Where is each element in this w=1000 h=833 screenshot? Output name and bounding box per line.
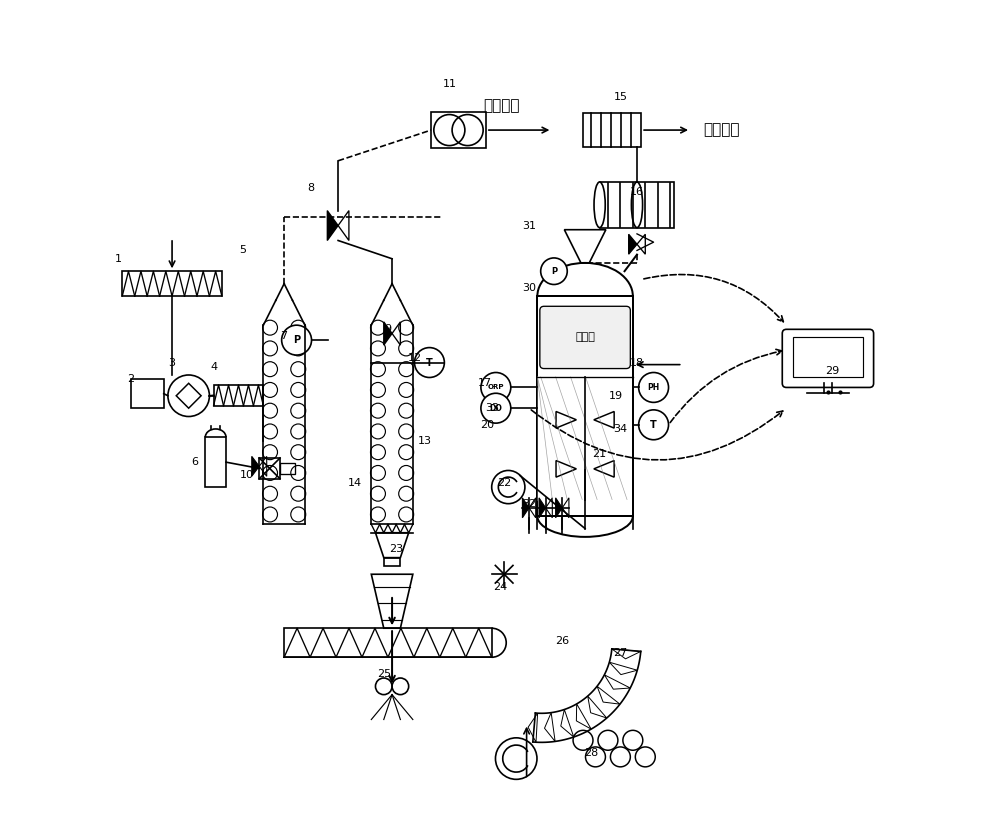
Polygon shape: [556, 498, 562, 518]
Text: 31: 31: [522, 221, 536, 231]
Text: 30: 30: [522, 283, 536, 293]
Bar: [205, 437, 226, 487]
Text: 19: 19: [609, 391, 623, 401]
Text: P: P: [293, 335, 300, 345]
Text: 10: 10: [240, 470, 254, 480]
Circle shape: [481, 393, 511, 423]
Text: 21: 21: [593, 449, 607, 459]
Text: 14: 14: [348, 478, 362, 488]
Polygon shape: [522, 498, 529, 518]
Text: PH: PH: [647, 383, 660, 392]
Circle shape: [639, 410, 669, 440]
Ellipse shape: [594, 182, 605, 227]
Text: 32: 32: [522, 499, 536, 509]
Text: 18: 18: [630, 357, 644, 367]
Text: 5: 5: [239, 246, 246, 256]
Bar: [431, 112, 486, 148]
Text: T: T: [426, 357, 433, 367]
Polygon shape: [629, 234, 637, 254]
Text: P: P: [551, 267, 557, 276]
FancyBboxPatch shape: [540, 307, 630, 368]
Text: 9: 9: [384, 324, 391, 334]
Text: 16: 16: [630, 187, 644, 197]
Bar: [600, 182, 674, 227]
Bar: [284, 628, 492, 657]
Text: 余热回收: 余热回收: [483, 97, 520, 112]
Text: 20: 20: [480, 420, 495, 430]
Polygon shape: [327, 211, 338, 241]
Text: 24: 24: [493, 581, 507, 591]
Text: 3: 3: [169, 357, 176, 367]
Text: 1: 1: [115, 254, 122, 264]
Circle shape: [541, 258, 567, 285]
Text: 7: 7: [281, 331, 288, 341]
Text: 26: 26: [555, 636, 569, 646]
Circle shape: [639, 372, 669, 402]
Bar: [384, 557, 400, 566]
Bar: [131, 379, 164, 408]
Bar: [793, 337, 863, 377]
Text: ORP: ORP: [488, 385, 504, 391]
Bar: [537, 296, 633, 516]
Text: 合格排放: 合格排放: [703, 122, 740, 137]
Text: 11: 11: [443, 79, 457, 89]
Text: 17: 17: [478, 378, 492, 388]
Polygon shape: [371, 574, 413, 628]
Text: 34: 34: [613, 424, 627, 434]
Text: 23: 23: [389, 544, 403, 554]
Bar: [583, 113, 641, 147]
Circle shape: [414, 347, 444, 377]
Text: T: T: [650, 420, 657, 430]
Polygon shape: [384, 322, 392, 345]
Text: 22: 22: [497, 478, 511, 488]
Circle shape: [282, 325, 312, 355]
Text: 显示屏: 显示屏: [575, 332, 595, 342]
Text: 8: 8: [307, 183, 314, 193]
Polygon shape: [375, 533, 409, 557]
Text: 15: 15: [613, 92, 627, 102]
Polygon shape: [539, 498, 546, 518]
Text: 29: 29: [825, 366, 839, 376]
Text: 33: 33: [485, 403, 499, 413]
Text: 27: 27: [613, 648, 628, 658]
Bar: [259, 458, 280, 479]
Text: 4: 4: [210, 362, 217, 372]
Text: 13: 13: [418, 436, 432, 446]
Text: 2: 2: [127, 374, 134, 384]
Bar: [122, 272, 222, 296]
Text: 6: 6: [191, 457, 198, 467]
Polygon shape: [252, 456, 259, 476]
Text: 12: 12: [408, 353, 422, 363]
Text: 28: 28: [584, 748, 598, 758]
Bar: [214, 385, 263, 406]
Circle shape: [481, 372, 511, 402]
Bar: [280, 463, 295, 474]
Text: DO: DO: [489, 404, 502, 412]
Text: 25: 25: [377, 669, 391, 679]
